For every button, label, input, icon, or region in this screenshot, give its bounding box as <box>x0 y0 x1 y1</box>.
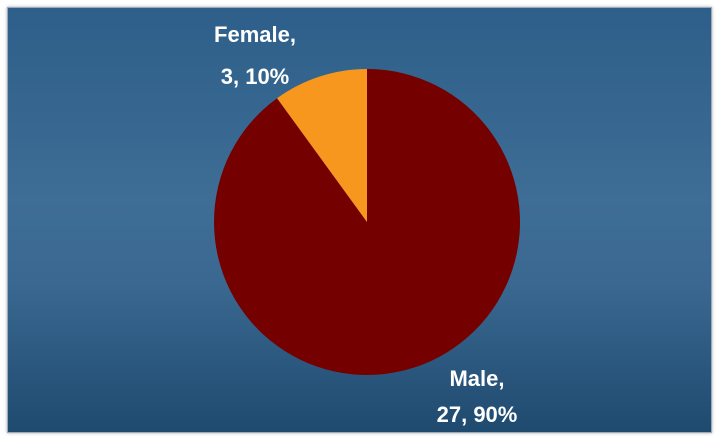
male-label-value: 27, 90% <box>437 402 518 427</box>
pie-slices <box>214 69 521 375</box>
pie-slice-female <box>277 69 367 222</box>
male-label-name: Male, <box>449 366 504 391</box>
female-label-name: Female, <box>214 22 296 47</box>
female-label-value: 3, 10% <box>221 64 290 89</box>
